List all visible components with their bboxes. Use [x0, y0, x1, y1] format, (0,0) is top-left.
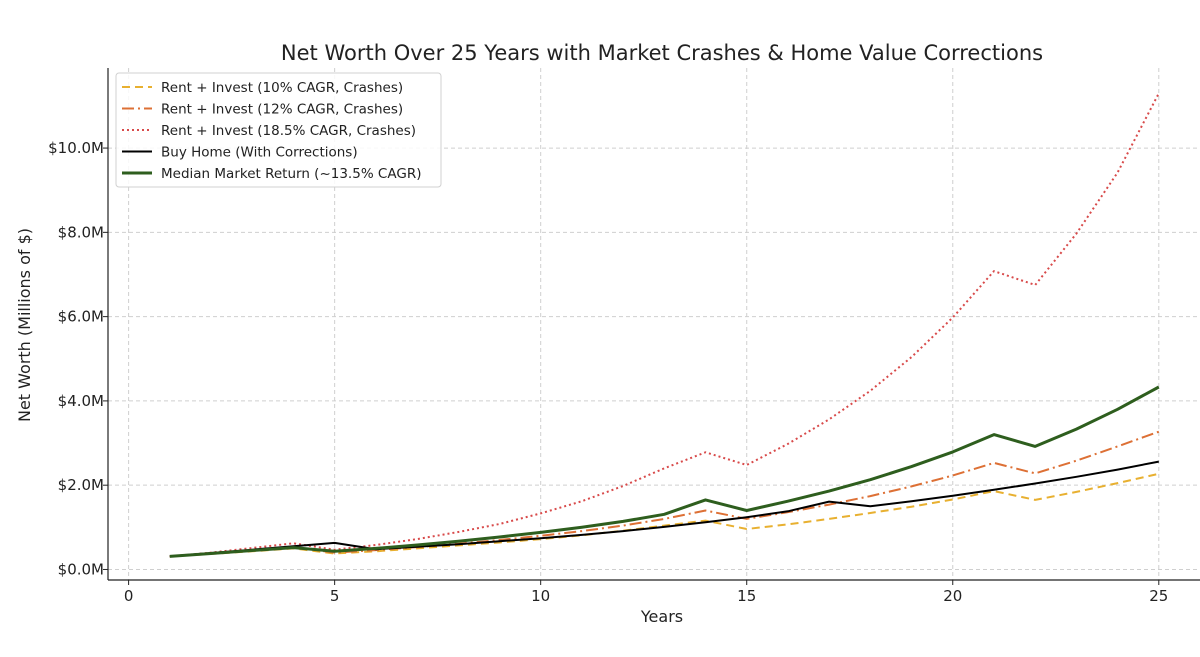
x-tick-label: 10: [531, 587, 550, 605]
legend-label: Rent + Invest (10% CAGR, Crashes): [161, 80, 403, 96]
axes: 0 5 10 15 20 25 $0.0M $2.0M $4.0M $6.0M $8.0M $10.0…: [48, 68, 1200, 605]
series-line-rent-invest-18-5-cagr-crashes: [169, 92, 1160, 558]
x-tick-label: 20: [943, 587, 962, 605]
legend-label: Rent + Invest (12% CAGR, Crashes): [161, 102, 403, 118]
legend-label: Buy Home (With Corrections): [161, 145, 358, 161]
y-tick-label: $8.0M: [58, 223, 104, 241]
series-line-median-market-return-13-5-cagr: [169, 385, 1160, 558]
x-tick-label: 15: [737, 587, 756, 605]
x-axis-label: Years: [640, 607, 683, 626]
legend-box: [115, 72, 442, 188]
series-line-buy-home-with-corrections: [169, 460, 1159, 558]
series-layer: [169, 92, 1160, 558]
y-tick-label: $6.0M: [58, 308, 104, 326]
legend-label: Median Market Return (~13.5% CAGR): [161, 166, 421, 182]
y-tick-label: $2.0M: [58, 476, 104, 494]
grid: [108, 68, 1200, 580]
legend: Rent + Invest (10% CAGR, Crashes) Rent + …: [115, 72, 442, 188]
x-tick-label: 5: [330, 587, 340, 605]
y-axis-label: Net Worth (Millions of $): [15, 228, 34, 422]
chart-title: Net Worth Over 25 Years with Market Cras…: [281, 41, 1043, 65]
y-tick-label: $10.0M: [48, 139, 104, 157]
y-tick-label: $4.0M: [58, 392, 104, 410]
y-tick-label: $0.0M: [58, 560, 104, 578]
x-tick-label: 0: [124, 587, 134, 605]
legend-label: Rent + Invest (18.5% CAGR, Crashes): [161, 123, 416, 139]
x-tick-label: 25: [1149, 587, 1168, 605]
series-line-rent-invest-10-cagr-crashes: [169, 472, 1160, 558]
